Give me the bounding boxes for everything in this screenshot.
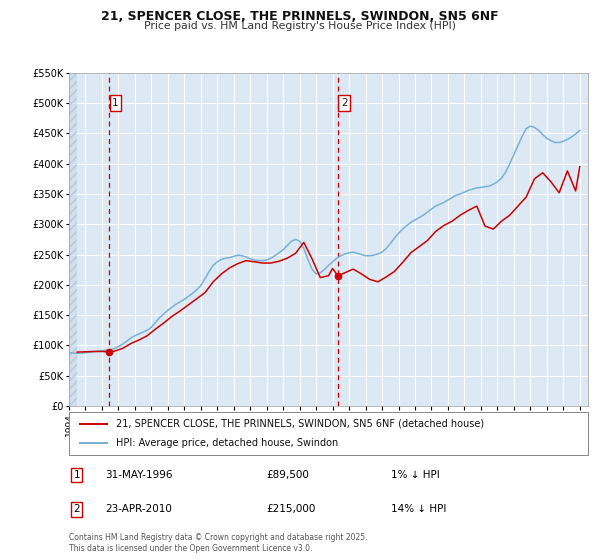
Text: £215,000: £215,000 xyxy=(266,505,316,514)
Text: £89,500: £89,500 xyxy=(266,470,309,480)
Text: Price paid vs. HM Land Registry's House Price Index (HPI): Price paid vs. HM Land Registry's House … xyxy=(144,21,456,31)
Bar xyxy=(69,73,77,406)
Text: 21, SPENCER CLOSE, THE PRINNELS, SWINDON, SN5 6NF (detached house): 21, SPENCER CLOSE, THE PRINNELS, SWINDON… xyxy=(116,419,484,428)
Text: 14% ↓ HPI: 14% ↓ HPI xyxy=(391,505,446,514)
Text: 2: 2 xyxy=(73,505,80,514)
Text: 21, SPENCER CLOSE, THE PRINNELS, SWINDON, SN5 6NF: 21, SPENCER CLOSE, THE PRINNELS, SWINDON… xyxy=(101,10,499,23)
Text: Contains HM Land Registry data © Crown copyright and database right 2025.
This d: Contains HM Land Registry data © Crown c… xyxy=(69,533,367,553)
Text: HPI: Average price, detached house, Swindon: HPI: Average price, detached house, Swin… xyxy=(116,438,338,447)
Text: 23-APR-2010: 23-APR-2010 xyxy=(106,505,172,514)
Text: 31-MAY-1996: 31-MAY-1996 xyxy=(106,470,173,480)
Text: 2: 2 xyxy=(341,98,347,108)
Text: 1: 1 xyxy=(73,470,80,480)
Text: 1% ↓ HPI: 1% ↓ HPI xyxy=(391,470,440,480)
Text: 1: 1 xyxy=(112,98,119,108)
